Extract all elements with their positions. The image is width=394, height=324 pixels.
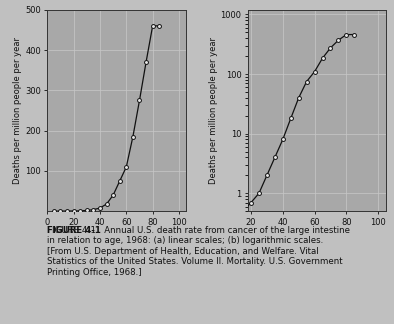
Text: FIGURE 4-1   Annual U.S. death rate from cancer of the large intestine
in relati: FIGURE 4-1 Annual U.S. death rate from c… xyxy=(47,226,350,276)
X-axis label: Age: Age xyxy=(309,229,325,238)
Text: FIGURE 4-1: FIGURE 4-1 xyxy=(47,226,101,235)
Y-axis label: Deaths per million people per year: Deaths per million people per year xyxy=(13,37,22,184)
Y-axis label: Deaths per million people per year: Deaths per million people per year xyxy=(209,37,218,184)
X-axis label: Age: Age xyxy=(108,229,125,238)
